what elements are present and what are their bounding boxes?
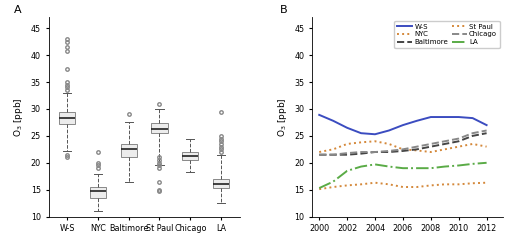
Chicago xyxy=(456,137,462,140)
Baltimore xyxy=(344,153,350,156)
W-S xyxy=(330,119,336,122)
St Paul xyxy=(358,183,364,186)
St Paul xyxy=(400,186,406,188)
Text: B: B xyxy=(280,5,287,15)
LA xyxy=(386,165,392,168)
LA xyxy=(456,164,462,167)
W-S xyxy=(358,132,364,135)
Baltimore xyxy=(400,149,406,152)
Y-axis label: O$_3$ [ppb]: O$_3$ [ppb] xyxy=(12,97,25,137)
St Paul xyxy=(386,183,392,186)
St Paul xyxy=(428,184,434,187)
Chicago xyxy=(316,153,322,156)
PathPatch shape xyxy=(182,152,198,160)
LA xyxy=(414,167,420,170)
W-S xyxy=(316,113,322,116)
LA xyxy=(344,169,350,172)
PathPatch shape xyxy=(90,187,106,198)
St Paul xyxy=(414,186,420,188)
St Paul xyxy=(470,182,476,185)
NYC xyxy=(414,149,420,152)
Chicago xyxy=(386,149,392,152)
Chicago xyxy=(344,152,350,155)
PathPatch shape xyxy=(213,179,229,188)
W-S xyxy=(470,117,476,120)
Line: Chicago: Chicago xyxy=(319,130,486,155)
Baltimore xyxy=(358,152,364,155)
Baltimore xyxy=(330,153,336,156)
St Paul xyxy=(330,186,336,188)
Baltimore xyxy=(428,145,434,148)
NYC xyxy=(330,148,336,151)
NYC xyxy=(344,142,350,145)
Chicago xyxy=(414,145,420,148)
LA xyxy=(330,180,336,183)
W-S xyxy=(400,124,406,126)
Baltimore xyxy=(372,151,378,154)
St Paul xyxy=(442,183,448,186)
W-S xyxy=(372,133,378,136)
Legend: W-S, NYC, Baltimore, St Paul, Chicago, LA: W-S, NYC, Baltimore, St Paul, Chicago, L… xyxy=(394,21,500,48)
Chicago xyxy=(442,140,448,143)
W-S xyxy=(428,116,434,119)
Chicago xyxy=(358,151,364,154)
NYC xyxy=(400,148,406,151)
St Paul xyxy=(372,181,378,184)
St Paul xyxy=(483,181,490,184)
LA xyxy=(483,161,490,164)
Y-axis label: O$_3$ [ppb]: O$_3$ [ppb] xyxy=(276,97,289,137)
Chicago xyxy=(400,148,406,151)
Line: Baltimore: Baltimore xyxy=(319,133,486,155)
Text: A: A xyxy=(14,5,22,15)
LA xyxy=(372,163,378,166)
W-S xyxy=(442,116,448,119)
St Paul xyxy=(344,184,350,187)
Baltimore xyxy=(386,151,392,154)
Line: St Paul: St Paul xyxy=(319,183,486,189)
LA xyxy=(470,162,476,165)
W-S xyxy=(483,124,490,126)
St Paul xyxy=(316,188,322,191)
LA xyxy=(316,187,322,189)
Chicago xyxy=(428,142,434,145)
NYC xyxy=(470,142,476,145)
NYC xyxy=(372,140,378,143)
NYC xyxy=(358,141,364,144)
Line: LA: LA xyxy=(319,163,486,188)
Chicago xyxy=(483,129,490,132)
LA xyxy=(442,165,448,168)
Line: NYC: NYC xyxy=(319,141,486,152)
Baltimore xyxy=(414,148,420,151)
Chicago xyxy=(330,153,336,156)
W-S xyxy=(386,129,392,132)
W-S xyxy=(414,119,420,122)
PathPatch shape xyxy=(121,144,136,157)
Baltimore xyxy=(483,132,490,135)
W-S xyxy=(344,126,350,129)
Baltimore xyxy=(442,142,448,145)
Baltimore xyxy=(470,134,476,137)
NYC xyxy=(316,151,322,154)
PathPatch shape xyxy=(151,124,168,133)
PathPatch shape xyxy=(59,112,75,124)
LA xyxy=(400,167,406,170)
NYC xyxy=(386,142,392,145)
NYC xyxy=(456,145,462,148)
Chicago xyxy=(372,151,378,154)
Baltimore xyxy=(456,140,462,143)
NYC xyxy=(442,148,448,151)
NYC xyxy=(483,145,490,148)
St Paul xyxy=(456,183,462,186)
Line: W-S: W-S xyxy=(319,115,486,134)
W-S xyxy=(456,116,462,119)
NYC xyxy=(428,151,434,154)
LA xyxy=(428,167,434,170)
LA xyxy=(358,165,364,168)
Baltimore xyxy=(316,153,322,156)
Chicago xyxy=(470,132,476,135)
